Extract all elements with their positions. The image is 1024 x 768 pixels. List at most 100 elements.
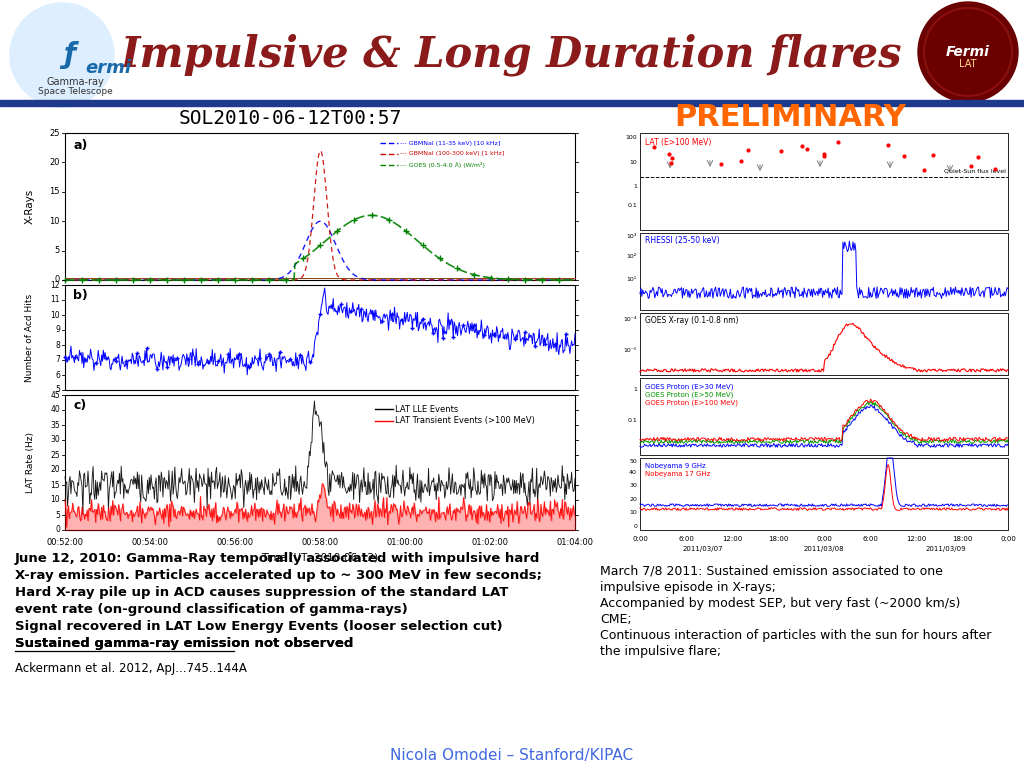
Text: 20: 20 [629,497,637,502]
Point [660,148,677,161]
Text: GOES Proton (E>50 MeV): GOES Proton (E>50 MeV) [645,391,733,398]
Text: X-ray emission. Particles accelerated up to ~ 300 MeV in few seconds;: X-ray emission. Particles accelerated up… [15,569,542,582]
Text: ermi: ermi [85,59,131,77]
Text: 2011/03/07: 2011/03/07 [682,546,723,552]
Bar [65,285,575,390]
Bar [640,378,1008,455]
Text: GOES X-ray (0.1-0.8 nm): GOES X-ray (0.1-0.8 nm) [645,316,738,325]
Point [733,154,750,167]
Text: 10: 10 [630,160,637,164]
Point [816,150,833,162]
Text: GOES Proton (E>30 MeV): GOES Proton (E>30 MeV) [645,383,733,389]
Text: LAT Transient Events (>100 MeV): LAT Transient Events (>100 MeV) [395,416,535,425]
Text: 40: 40 [629,470,637,475]
Text: 0: 0 [55,525,60,535]
Text: 15: 15 [49,187,60,197]
Bar [640,378,1008,455]
Text: Sustained gamma-ray emission not observed: Sustained gamma-ray emission not observe… [15,637,353,650]
Text: 10: 10 [50,310,60,319]
Text: 00:54:00: 00:54:00 [131,538,169,547]
Text: PRELIMINARY: PRELIMINARY [674,104,906,133]
Text: Impulsive & Long Duration flares: Impulsive & Long Duration flares [121,34,903,76]
Point [646,141,663,154]
Text: event rate (on-ground classification of gamma-rays): event rate (on-ground classification of … [15,603,408,616]
Text: Ackermann et al. 2012, ApJ...745..144A: Ackermann et al. 2012, ApJ...745..144A [15,662,247,675]
Text: 0.1: 0.1 [628,204,637,208]
Text: 8: 8 [55,340,60,349]
Text: X-Rays: X-Rays [25,189,35,224]
Point [816,147,833,160]
Bar [0,100,1024,106]
Bar [65,133,575,280]
Text: LAT Rate (Hz): LAT Rate (Hz) [26,432,35,493]
Text: Continuous interaction of particles with the sun for hours after: Continuous interaction of particles with… [600,629,991,642]
Text: 7: 7 [55,356,60,365]
Text: Time (UT, 2010-06-12): Time (UT, 2010-06-12) [261,552,379,562]
Text: 20: 20 [49,158,60,167]
Text: Signal recovered in LAT Low Energy Events (looser selection cut): Signal recovered in LAT Low Energy Event… [15,620,503,633]
Bar [65,395,575,530]
Text: Gamma-ray: Gamma-ray [46,77,103,87]
Text: 25: 25 [49,128,60,137]
Text: 01:02:00: 01:02:00 [471,538,509,547]
Point [829,137,846,149]
Text: Nobeyama 9 GHz: Nobeyama 9 GHz [645,463,706,469]
Text: 0: 0 [633,524,637,529]
Text: 0:00: 0:00 [632,536,648,542]
Text: 12:00: 12:00 [906,536,926,542]
Text: Sustained gamma-ray emission not observed: Sustained gamma-ray emission not observe… [15,637,353,650]
Point [665,152,681,164]
Text: 30: 30 [629,483,637,488]
Text: 5: 5 [54,246,60,255]
Text: Quiet-Sun flux level: Quiet-Sun flux level [944,169,1006,174]
Text: Nobeyama 17 GHz: Nobeyama 17 GHz [645,471,711,477]
Text: Accompanied by modest SEP, but very fast (~2000 km/s): Accompanied by modest SEP, but very fast… [600,597,961,610]
Text: 10: 10 [50,495,60,505]
Text: CME;: CME; [600,613,632,626]
Text: --- GOES (0.5-4.0 Å) (W/m²): --- GOES (0.5-4.0 Å) (W/m²) [400,162,485,168]
Text: ƒ: ƒ [62,41,75,69]
Text: 5: 5 [55,511,60,519]
Text: 10⁻⁴: 10⁻⁴ [624,316,637,322]
Point [987,163,1004,175]
Text: 12: 12 [50,280,60,290]
Bar [640,233,1008,310]
Text: 00:52:00: 00:52:00 [46,538,84,547]
Text: 01:00:00: 01:00:00 [386,538,424,547]
Text: 10: 10 [630,509,637,515]
Bar [640,133,1008,230]
Point [896,151,912,163]
Text: 0:00: 0:00 [816,536,831,542]
Text: 0: 0 [54,276,60,284]
Point [925,148,941,161]
Point [970,151,986,164]
Text: 6: 6 [55,370,60,379]
Circle shape [10,3,114,107]
Bar [640,133,1008,230]
Point [713,157,729,170]
Point [963,160,979,172]
Bar [640,233,1008,310]
Text: Space Telescope: Space Telescope [38,87,113,95]
Text: SOL2010-06-12T00:57: SOL2010-06-12T00:57 [178,108,401,127]
Text: 0:00: 0:00 [1000,536,1016,542]
Bar [640,313,1008,375]
Text: 10³: 10³ [627,234,637,240]
Text: June 12, 2010: Gamma-Ray temporally associated with impulsive hard: June 12, 2010: Gamma-Ray temporally asso… [15,552,541,565]
Text: 01:04:00: 01:04:00 [556,538,594,547]
Point [880,139,896,151]
Text: GOES Proton (E>100 MeV): GOES Proton (E>100 MeV) [645,399,738,406]
Bar [640,458,1008,530]
Text: --- GBMNaI (11-35 keV) [10 kHz]: --- GBMNaI (11-35 keV) [10 kHz] [400,141,501,145]
Point [740,144,757,157]
Bar [640,458,1008,530]
Point [799,142,815,154]
Bar [65,285,575,390]
Point [794,140,810,152]
Bar [65,395,575,530]
Text: 30: 30 [50,435,60,445]
Text: 50: 50 [630,459,637,464]
Text: March 7/8 2011: Sustained emission associated to one: March 7/8 2011: Sustained emission assoc… [600,565,943,578]
Text: 2011/03/08: 2011/03/08 [804,546,845,552]
Point [916,164,933,176]
